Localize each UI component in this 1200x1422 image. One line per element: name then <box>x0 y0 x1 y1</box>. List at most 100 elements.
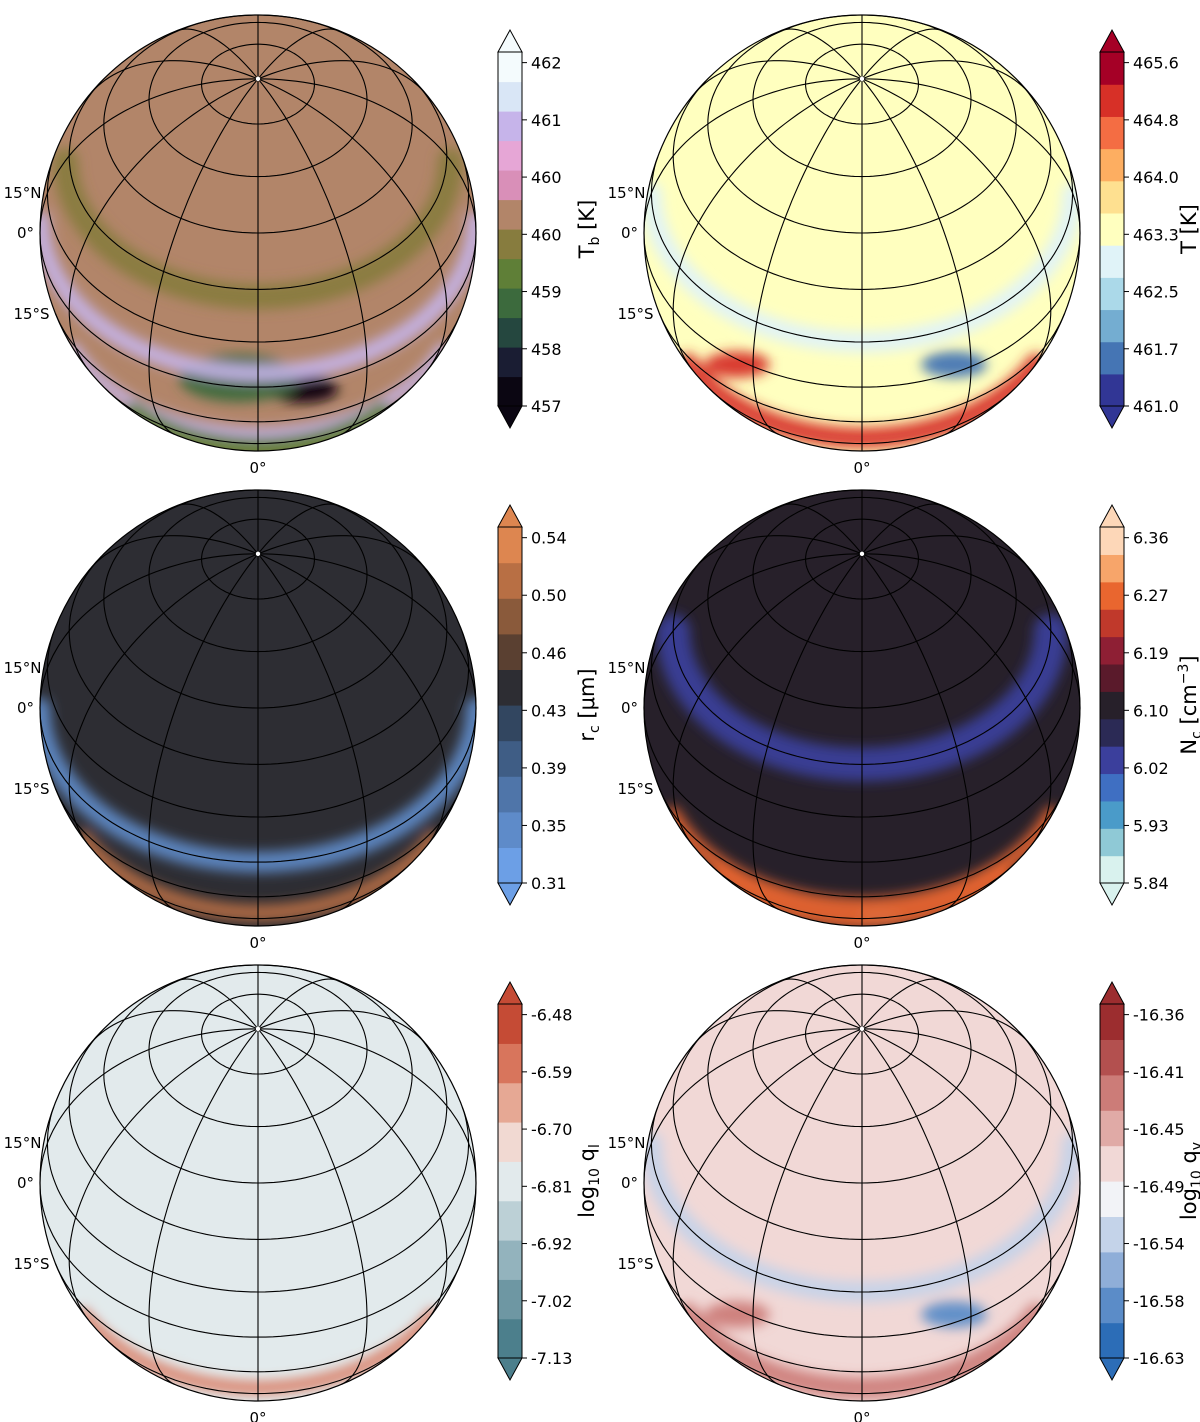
colorbar-segment <box>1100 245 1124 278</box>
colorbar-segment <box>1100 373 1124 407</box>
colorbar-extend-max <box>1099 503 1125 528</box>
meridian-line <box>90 60 259 93</box>
colorbar-tick-label: -6.70 <box>531 1120 572 1139</box>
colorbar-tick-label: 461 <box>531 111 562 130</box>
meridian-line <box>257 535 426 568</box>
meridian-line <box>861 60 1030 93</box>
colorbar-extend-min <box>1099 882 1125 907</box>
colorbar-tick-label: 0.35 <box>531 816 567 835</box>
colorbar-extend-max <box>497 503 523 528</box>
colorbar-segment <box>1100 1287 1124 1324</box>
colorbar-segment <box>498 1200 522 1241</box>
colorbar-segment <box>1100 212 1124 246</box>
colorbar-segment <box>498 1082 522 1123</box>
colorbar-segment <box>498 811 522 848</box>
globe-outline <box>643 14 1081 452</box>
latitude-label: 0° <box>17 699 34 717</box>
latitude-label: 0° <box>621 1174 638 1192</box>
meridian-line <box>68 553 259 846</box>
latitude-label: 0° <box>621 699 638 717</box>
colorbar-extend-min <box>497 405 523 430</box>
colorbar-tick-label: 5.93 <box>1133 816 1169 835</box>
latitude-label: 15°S <box>13 305 49 323</box>
colorbar-tick-label: -16.49 <box>1133 1177 1185 1196</box>
colorbar-segment <box>498 776 522 813</box>
colorbar-extend-max <box>1099 980 1125 1005</box>
graticule <box>39 489 477 926</box>
colorbar-tick-label: 6.02 <box>1133 759 1169 778</box>
meridian-line <box>862 78 1081 234</box>
graticule <box>643 489 1081 926</box>
colorbar-segment <box>1100 1181 1124 1217</box>
meridian-line <box>258 553 477 709</box>
meridian-line <box>752 553 863 910</box>
colorbar-tick-label: 463.3 <box>1133 225 1179 244</box>
colorbar-tick-label: 460 <box>531 168 562 187</box>
colorbar-segment <box>498 1043 522 1084</box>
colorbar-tick-label: 0.46 <box>531 644 567 663</box>
meridian-line <box>861 978 944 1030</box>
colorbar-segment <box>1100 1216 1124 1253</box>
colorbar-segment <box>1100 1004 1124 1040</box>
colorbar-segment <box>1100 636 1124 665</box>
meridian-line <box>862 553 1081 709</box>
colorbar-tick-label: 6.19 <box>1133 644 1169 663</box>
colorbar-segment <box>498 170 522 201</box>
latitude-label: 15°S <box>617 780 653 798</box>
north-pole-marker <box>255 1026 261 1032</box>
panel-2: 15°N 0° 15°S 0° 461.0 461.7 462.5 463.3 464.0 464… <box>608 14 1200 477</box>
colorbar-segment <box>1100 800 1124 829</box>
colorbar-tick-label: 459 <box>531 283 562 302</box>
field-spot <box>704 1301 770 1328</box>
colorbar-segment <box>498 347 522 378</box>
colorbar-segment <box>498 562 522 599</box>
colorbar-segment <box>1100 116 1124 150</box>
colorbar-segment <box>1100 180 1124 214</box>
colorbar-label: T [K] <box>1177 204 1200 255</box>
colorbar-segment <box>1100 84 1124 117</box>
north-pole-marker <box>859 551 865 557</box>
meridian-line <box>861 1028 972 1385</box>
colorbar: 5.84 5.93 6.02 6.10 6.19 6.27 6.36 Nc [cm−3] <box>1099 503 1200 907</box>
colorbar-tick-label: 462 <box>531 54 562 73</box>
panel-5: 15°N 0° 15°S 0° -7.13 -7.02 -6.92 -6.81 -6.70 -6.… <box>4 964 603 1422</box>
meridian-line <box>257 78 368 435</box>
colorbar-extend-max <box>497 28 523 53</box>
colorbar-segment <box>498 1004 522 1044</box>
colorbar-tick-label: 458 <box>531 340 562 359</box>
meridian-line <box>643 1028 862 1184</box>
north-pole-marker <box>859 1026 865 1032</box>
colorbar-segment <box>498 81 522 112</box>
meridian-line <box>862 1028 1081 1184</box>
colorbar-tick-label: 462.5 <box>1133 283 1179 302</box>
meridian-line <box>861 503 944 555</box>
meridian-line <box>257 1028 368 1385</box>
colorbar-segment <box>1100 1145 1124 1182</box>
field-spot <box>704 351 770 378</box>
north-pole-marker <box>859 76 865 82</box>
colorbar-segment <box>1100 609 1124 638</box>
meridian-line <box>861 1028 1052 1321</box>
panel-1: 15°N 0° 15°S 0° 457 458 459 460 460 461 462 Tb [K] <box>4 14 603 477</box>
meridian-line <box>672 78 863 371</box>
latitude-label: 0° <box>17 224 34 242</box>
meridian-line <box>257 28 340 80</box>
colorbar-segment <box>498 376 522 407</box>
colorbar-tick-label: 6.27 <box>1133 586 1169 605</box>
colorbar-segment <box>1100 718 1124 747</box>
colorbar: 461.0 461.7 462.5 463.3 464.0 464.8 465.6 T [K] <box>1099 28 1200 430</box>
colorbar-frame <box>1099 51 1125 407</box>
meridian-line <box>258 1028 477 1184</box>
latitude-label: 15°S <box>13 780 49 798</box>
colorbar-tick-label: 0.43 <box>531 701 567 720</box>
colorbar-tick-label: -16.58 <box>1133 1292 1185 1311</box>
colorbar-tick-label: -16.41 <box>1133 1063 1185 1082</box>
longitude-label: 0° <box>249 1409 266 1422</box>
colorbar-segment <box>1100 1039 1124 1076</box>
meridian-line <box>861 535 1030 568</box>
colorbar-segment <box>498 1318 522 1359</box>
colorbar-tick-label: 0.31 <box>531 874 567 893</box>
colorbar-extend-max <box>1099 28 1125 53</box>
colorbar-segment <box>1100 746 1124 775</box>
meridian-line <box>861 553 972 910</box>
